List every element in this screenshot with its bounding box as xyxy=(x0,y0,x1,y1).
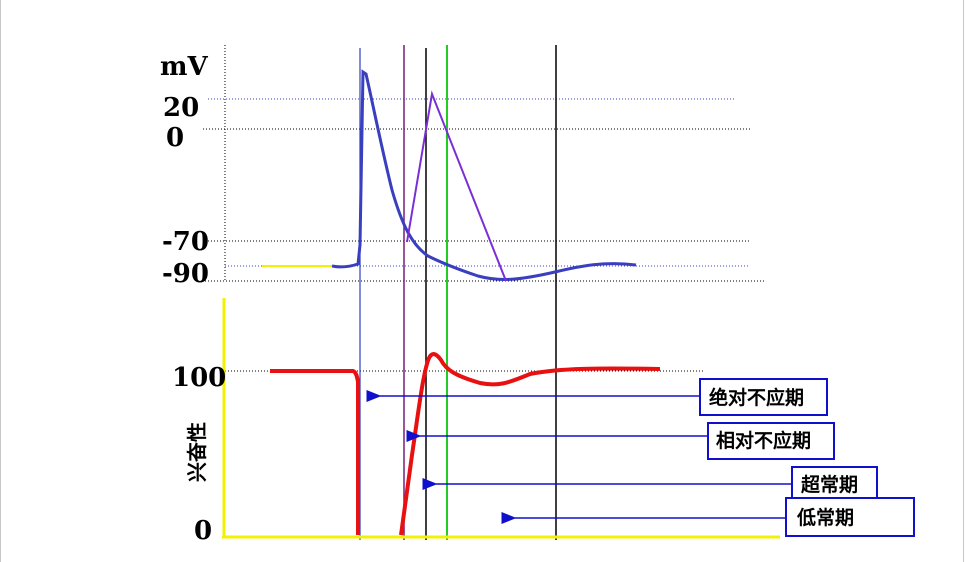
label-box-absolute-refractory: 绝对不应期 xyxy=(699,378,828,416)
excitability-curve xyxy=(270,369,360,535)
unit-label-mv: mV xyxy=(160,52,209,82)
excitability-recovery-curve xyxy=(399,352,661,536)
tick-label-minus-70: -70 xyxy=(162,227,209,257)
left-frame-border xyxy=(0,0,1,562)
period-label-supernormal: 超常期 xyxy=(800,473,858,496)
period-label-absolute: 绝对不应期 xyxy=(709,386,804,409)
excitability-axis-label: 兴奋性 xyxy=(185,422,209,482)
period-label-relative: 相对不应期 xyxy=(716,429,811,452)
label-box-relative-refractory: 相对不应期 xyxy=(707,422,835,460)
tick-label-excitability-0: 0 xyxy=(194,516,212,546)
label-box-subnormal: 低常期 xyxy=(785,497,915,537)
tick-label-0: 0 xyxy=(166,123,184,153)
action-potential-curve xyxy=(331,69,637,281)
period-label-subnormal: 低常期 xyxy=(796,506,854,529)
right-frame-border xyxy=(963,0,964,562)
tick-label-20: 20 xyxy=(163,93,199,123)
tick-label-100: 100 xyxy=(172,363,226,393)
second-action-potential xyxy=(406,90,507,282)
tick-label-minus-90: -90 xyxy=(162,259,209,289)
